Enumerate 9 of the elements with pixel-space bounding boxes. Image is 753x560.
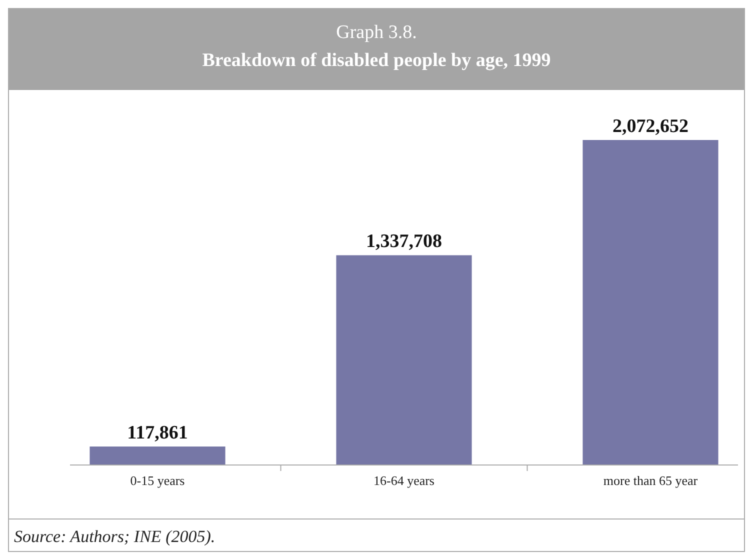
data-label: 117,861 [127, 422, 188, 444]
data-label: 2,072,652 [612, 116, 688, 137]
source-note: Source: Authors; INE (2005). [14, 527, 216, 546]
x-tick-label: 16-64 years [373, 473, 435, 488]
x-tick-label: 0-15 years [130, 473, 185, 488]
data-label: 1,337,708 [366, 231, 442, 252]
x-tick-label: more than 65 year [603, 473, 698, 488]
chart-title: Graph 3.8. [336, 22, 417, 43]
chart-subtitle: Breakdown of disabled people by age, 1999 [202, 50, 551, 71]
